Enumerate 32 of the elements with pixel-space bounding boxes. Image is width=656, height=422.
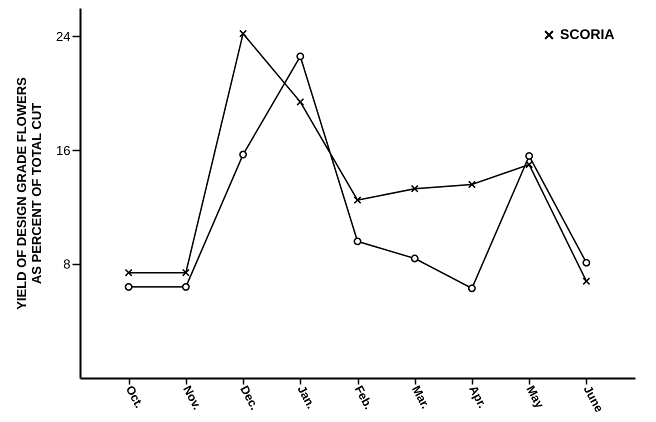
point [582,277,590,286]
point [182,268,190,277]
x-tick-label: Mar. [409,383,433,411]
point [582,258,590,267]
point [354,196,362,204]
point [124,283,133,291]
point [124,268,133,277]
y-tick-label: 8 [63,256,70,272]
point [525,160,534,168]
x-tick-label: May [523,383,547,411]
point [296,98,304,106]
point [468,284,476,292]
point [410,254,419,262]
point [410,184,419,193]
point [239,150,247,158]
y-tick-label: 16 [56,142,70,158]
legend-label: SCORIA [560,26,614,42]
point [468,180,476,188]
x-tick-label: Jan. [294,383,318,411]
x-tick-label: Oct. [122,383,146,410]
point [239,30,247,38]
y-tick-label: 24 [56,28,70,44]
x-tick-label: Nov. [180,383,204,412]
point [296,52,304,60]
x-tick-label: Dec. [237,383,262,412]
x-tick-label: Apr. [466,383,490,410]
x-tick-label: Feb. [352,383,376,412]
x-tick-label: June [580,383,606,415]
point [182,283,190,291]
point [354,237,362,246]
y-axis-title: YIELD OF DESIGN GRADE FLOWERS AS PERCENT OF TOTAL CUT [14,76,44,310]
point [525,152,534,160]
